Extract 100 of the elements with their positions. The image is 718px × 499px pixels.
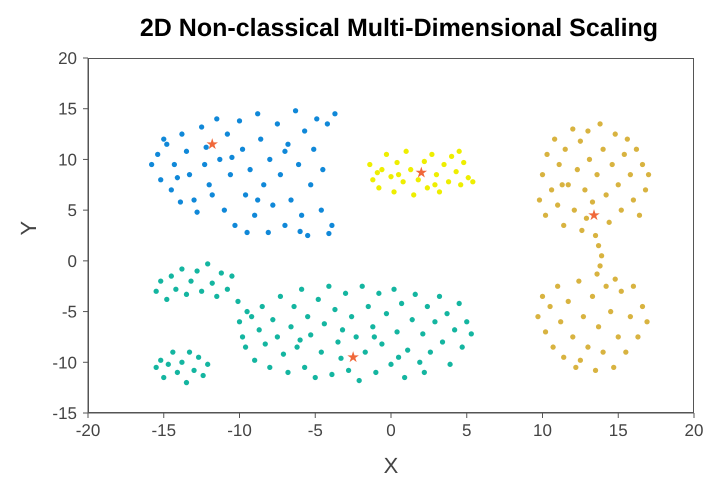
point xyxy=(240,146,246,152)
point xyxy=(329,222,335,228)
point xyxy=(308,182,314,188)
point xyxy=(324,121,330,127)
point xyxy=(210,192,215,198)
point xyxy=(168,187,174,192)
point xyxy=(388,174,394,180)
point xyxy=(326,230,332,236)
point xyxy=(404,148,409,154)
point xyxy=(274,121,280,127)
x-tick-label: 5 xyxy=(462,421,472,440)
point xyxy=(164,142,170,147)
point xyxy=(292,108,298,114)
point xyxy=(232,222,238,228)
point xyxy=(311,146,316,152)
point xyxy=(416,177,421,182)
point xyxy=(214,116,220,122)
point xyxy=(228,172,234,178)
point xyxy=(267,156,272,162)
point xyxy=(266,230,271,236)
point xyxy=(400,179,406,184)
point xyxy=(298,212,304,218)
point xyxy=(172,162,177,168)
x-tick-label: -20 xyxy=(76,421,100,440)
x-tick-label: -5 xyxy=(308,421,323,440)
point xyxy=(411,192,416,198)
point xyxy=(416,168,426,177)
point xyxy=(374,170,380,176)
y-tick-label: -10 xyxy=(52,353,77,372)
point xyxy=(466,175,471,180)
point xyxy=(436,189,442,195)
point xyxy=(441,162,447,168)
x-tick-label: 15 xyxy=(608,421,628,440)
point xyxy=(320,166,326,172)
point xyxy=(394,160,400,166)
point xyxy=(155,152,160,157)
point xyxy=(456,148,462,154)
point xyxy=(461,160,466,166)
point xyxy=(408,166,414,172)
point xyxy=(229,154,235,160)
point xyxy=(448,154,454,160)
point xyxy=(255,197,260,203)
point xyxy=(261,182,266,188)
y-tick-label: 20 xyxy=(58,49,77,68)
point xyxy=(288,197,294,203)
point xyxy=(208,139,217,148)
point xyxy=(285,142,291,147)
y-axis-title: Y xyxy=(16,220,41,236)
point xyxy=(198,124,204,130)
point xyxy=(242,192,248,198)
point xyxy=(247,166,253,172)
point xyxy=(258,136,264,142)
y-tick-label: 10 xyxy=(58,150,77,170)
x-tick-label: -10 xyxy=(227,421,252,440)
point xyxy=(244,230,250,236)
point xyxy=(255,111,260,116)
point xyxy=(367,162,372,168)
point xyxy=(314,116,320,122)
point xyxy=(206,182,212,188)
x-axis-title: X xyxy=(384,453,399,478)
x-tick-label: 20 xyxy=(684,421,704,440)
point xyxy=(194,210,200,215)
x-tick-label: 0 xyxy=(386,421,396,440)
point xyxy=(282,148,288,154)
point xyxy=(296,162,302,168)
point xyxy=(202,162,208,168)
point xyxy=(454,168,459,174)
point xyxy=(424,185,430,190)
y-tick-label: 5 xyxy=(68,201,77,220)
y-tick-label: -15 xyxy=(52,404,77,424)
point xyxy=(318,208,324,213)
point xyxy=(178,199,184,205)
point xyxy=(446,179,452,184)
point xyxy=(148,162,154,168)
y-tick-label: 15 xyxy=(58,100,77,119)
y-tick-label: 0 xyxy=(68,252,77,271)
point xyxy=(302,128,308,134)
point xyxy=(191,197,197,203)
point xyxy=(217,156,222,162)
point xyxy=(348,352,358,362)
point xyxy=(161,136,166,142)
point xyxy=(434,172,440,178)
point xyxy=(432,182,438,188)
point xyxy=(282,222,288,228)
point xyxy=(429,152,435,157)
point xyxy=(179,131,185,137)
point xyxy=(204,144,209,150)
point xyxy=(174,175,180,180)
point xyxy=(391,189,397,195)
point xyxy=(384,152,390,157)
point xyxy=(396,172,402,178)
point xyxy=(184,148,190,154)
point xyxy=(589,210,599,220)
point xyxy=(297,228,303,234)
point xyxy=(224,131,230,137)
point xyxy=(252,212,258,218)
x-tick-label: -15 xyxy=(151,421,176,440)
point xyxy=(270,202,276,208)
x-tick-label: 10 xyxy=(533,421,552,440)
point xyxy=(278,172,284,178)
